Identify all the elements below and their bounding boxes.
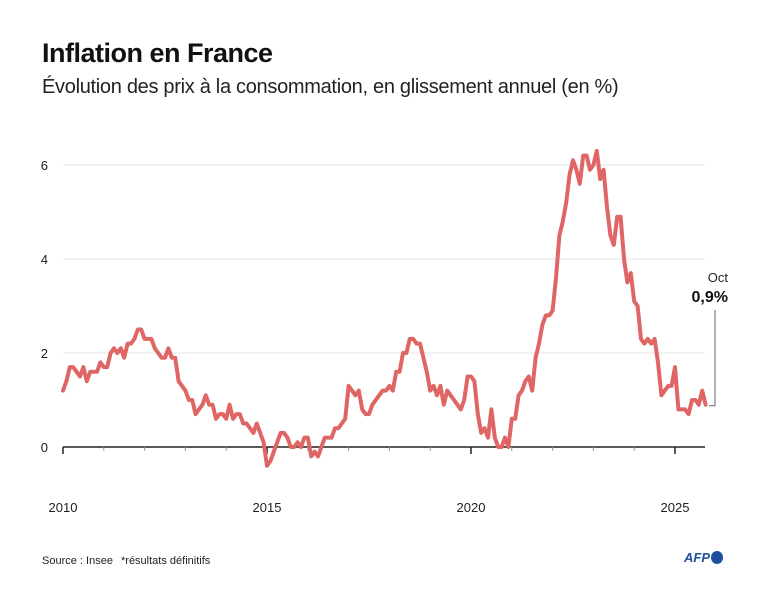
afp-logo-dot <box>711 551 723 564</box>
x-tick-label: 2020 <box>457 500 486 515</box>
inflation-series-line <box>61 148 708 468</box>
y-tick-label: 6 <box>41 158 48 173</box>
footnote: *résultats définitifs <box>121 555 211 567</box>
chart-title: Inflation en France <box>42 38 273 68</box>
y-tick-label: 0 <box>41 440 48 455</box>
y-tick-label: 2 <box>41 346 48 361</box>
annotation-leader-line <box>709 310 716 407</box>
chart-subtitle: Évolution des prix à la consommation, en… <box>42 76 619 98</box>
afp-logo: AFP <box>684 550 723 565</box>
x-tick-label: 2015 <box>253 500 282 515</box>
source-note: Source : Insee <box>42 555 113 567</box>
x-tick-label: 2025 <box>661 500 690 515</box>
y-tick-label: 4 <box>41 252 48 267</box>
annotation-month: Oct <box>708 270 729 285</box>
x-tick-label: 2010 <box>49 500 78 515</box>
annotation-value: 0,9% <box>692 289 728 306</box>
